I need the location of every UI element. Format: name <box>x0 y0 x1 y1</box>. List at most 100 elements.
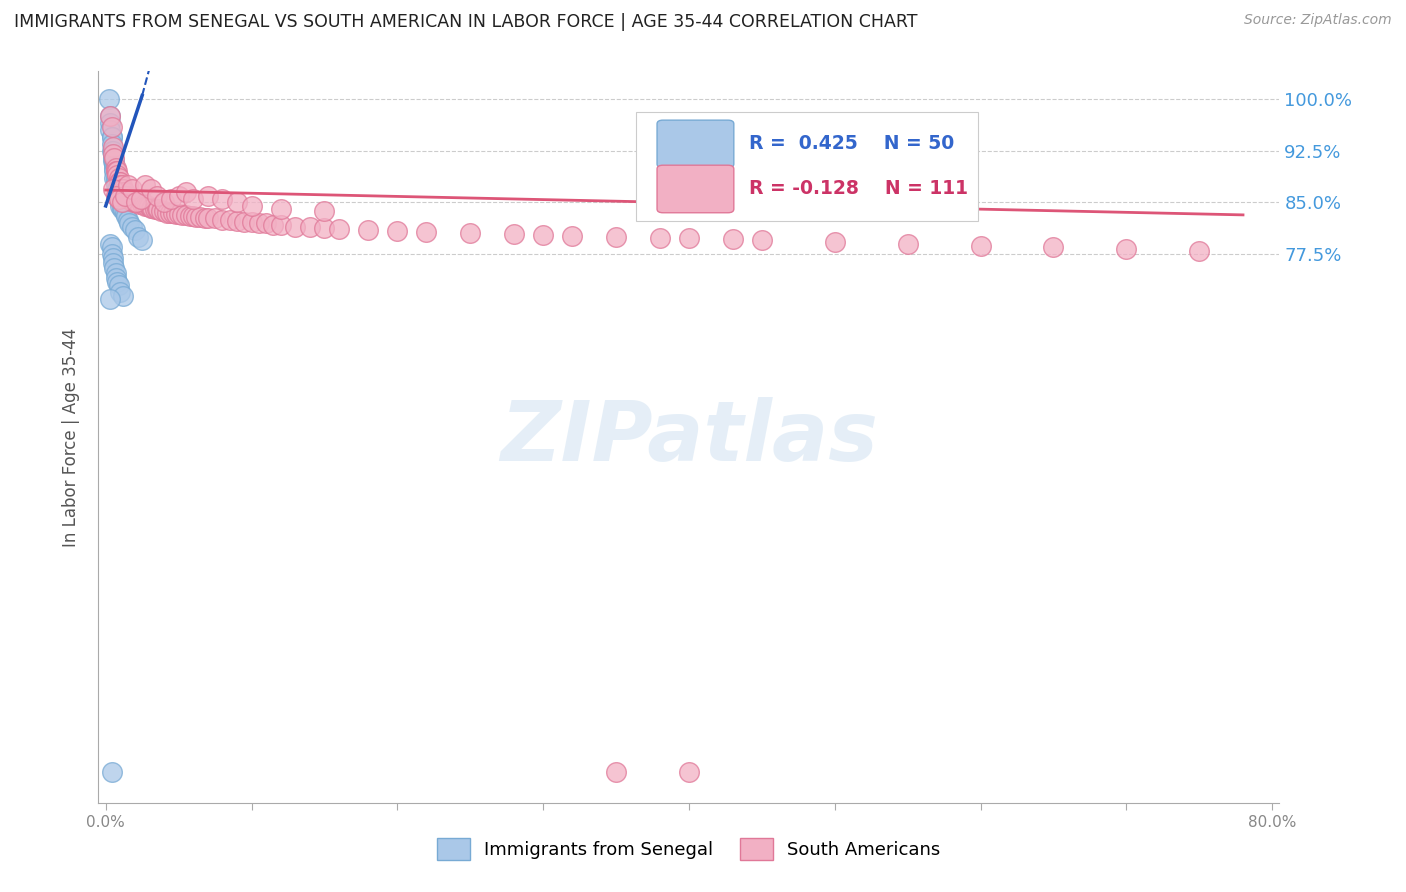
Point <box>648 230 671 244</box>
Point <box>103 154 125 169</box>
Point <box>100 240 122 254</box>
Point <box>138 199 160 213</box>
Point <box>156 206 179 220</box>
Legend: Immigrants from Senegal, South Americans: Immigrants from Senegal, South Americans <box>430 830 948 867</box>
Point <box>101 182 124 196</box>
Point <box>103 164 125 178</box>
Point <box>101 147 124 161</box>
Point <box>211 212 233 227</box>
Point <box>721 232 744 246</box>
Point <box>226 214 249 228</box>
Point <box>328 221 350 235</box>
Point <box>117 212 139 227</box>
Point <box>121 182 143 196</box>
Point <box>103 171 125 186</box>
Point <box>103 151 125 165</box>
Point <box>108 192 131 206</box>
Point <box>104 271 127 285</box>
Text: Source: ZipAtlas.com: Source: ZipAtlas.com <box>1244 13 1392 28</box>
Point <box>103 157 125 171</box>
Point <box>101 144 124 158</box>
Point <box>111 195 134 210</box>
Point <box>115 209 138 223</box>
FancyBboxPatch shape <box>636 112 979 221</box>
Point <box>298 219 321 234</box>
Point <box>124 195 146 210</box>
Point <box>270 218 292 232</box>
Point <box>100 129 122 144</box>
Point <box>678 764 700 779</box>
Point <box>262 218 284 232</box>
Point <box>121 192 143 206</box>
Point <box>145 202 167 217</box>
Point <box>100 247 122 261</box>
Point <box>98 236 121 251</box>
Point <box>101 256 124 270</box>
Text: R =  0.425    N = 50: R = 0.425 N = 50 <box>749 135 955 153</box>
Point <box>117 178 139 193</box>
Point <box>105 182 128 196</box>
Point <box>125 195 148 210</box>
Point <box>233 215 256 229</box>
Point <box>100 136 122 151</box>
Point <box>124 223 146 237</box>
Point <box>194 211 217 225</box>
Point <box>117 188 139 202</box>
Point <box>104 171 127 186</box>
Point <box>110 195 132 210</box>
Y-axis label: In Labor Force | Age 35-44: In Labor Force | Age 35-44 <box>62 327 80 547</box>
Point <box>174 185 197 199</box>
Point <box>240 215 263 229</box>
Point <box>135 199 157 213</box>
Point <box>101 140 124 154</box>
Point <box>103 260 125 275</box>
Point <box>197 188 219 202</box>
Point <box>150 203 173 218</box>
Point <box>145 188 167 202</box>
Point <box>561 228 583 243</box>
Point <box>204 211 226 226</box>
Point <box>165 207 187 221</box>
Point <box>190 210 212 224</box>
Point <box>105 275 128 289</box>
Point <box>114 185 136 199</box>
Point <box>226 195 249 210</box>
Point <box>111 182 134 196</box>
Point <box>98 109 121 123</box>
Point <box>131 197 153 211</box>
Point <box>127 230 149 244</box>
Point <box>503 227 526 242</box>
Point <box>270 202 292 217</box>
FancyBboxPatch shape <box>657 165 734 213</box>
Point <box>211 192 233 206</box>
Point <box>134 178 156 193</box>
Point <box>118 192 141 206</box>
Point <box>125 195 148 210</box>
Point <box>122 195 145 210</box>
Point <box>181 192 204 206</box>
Point <box>132 197 155 211</box>
Point <box>108 171 131 186</box>
Point <box>153 203 176 218</box>
Point <box>678 231 700 245</box>
Point <box>98 292 121 306</box>
Point <box>458 226 481 240</box>
Point <box>108 175 131 189</box>
Point <box>114 188 136 202</box>
Point <box>134 199 156 213</box>
Point <box>127 195 149 210</box>
Point <box>112 182 135 196</box>
Point <box>129 192 152 206</box>
Point <box>197 211 219 225</box>
Point <box>104 161 127 175</box>
Point <box>101 151 124 165</box>
Point <box>105 168 128 182</box>
Point <box>314 203 336 218</box>
Point <box>128 197 150 211</box>
Point <box>167 188 190 202</box>
Point <box>110 175 132 189</box>
Point <box>97 92 120 106</box>
Point <box>103 161 125 175</box>
Point <box>218 212 240 227</box>
Point <box>174 208 197 222</box>
